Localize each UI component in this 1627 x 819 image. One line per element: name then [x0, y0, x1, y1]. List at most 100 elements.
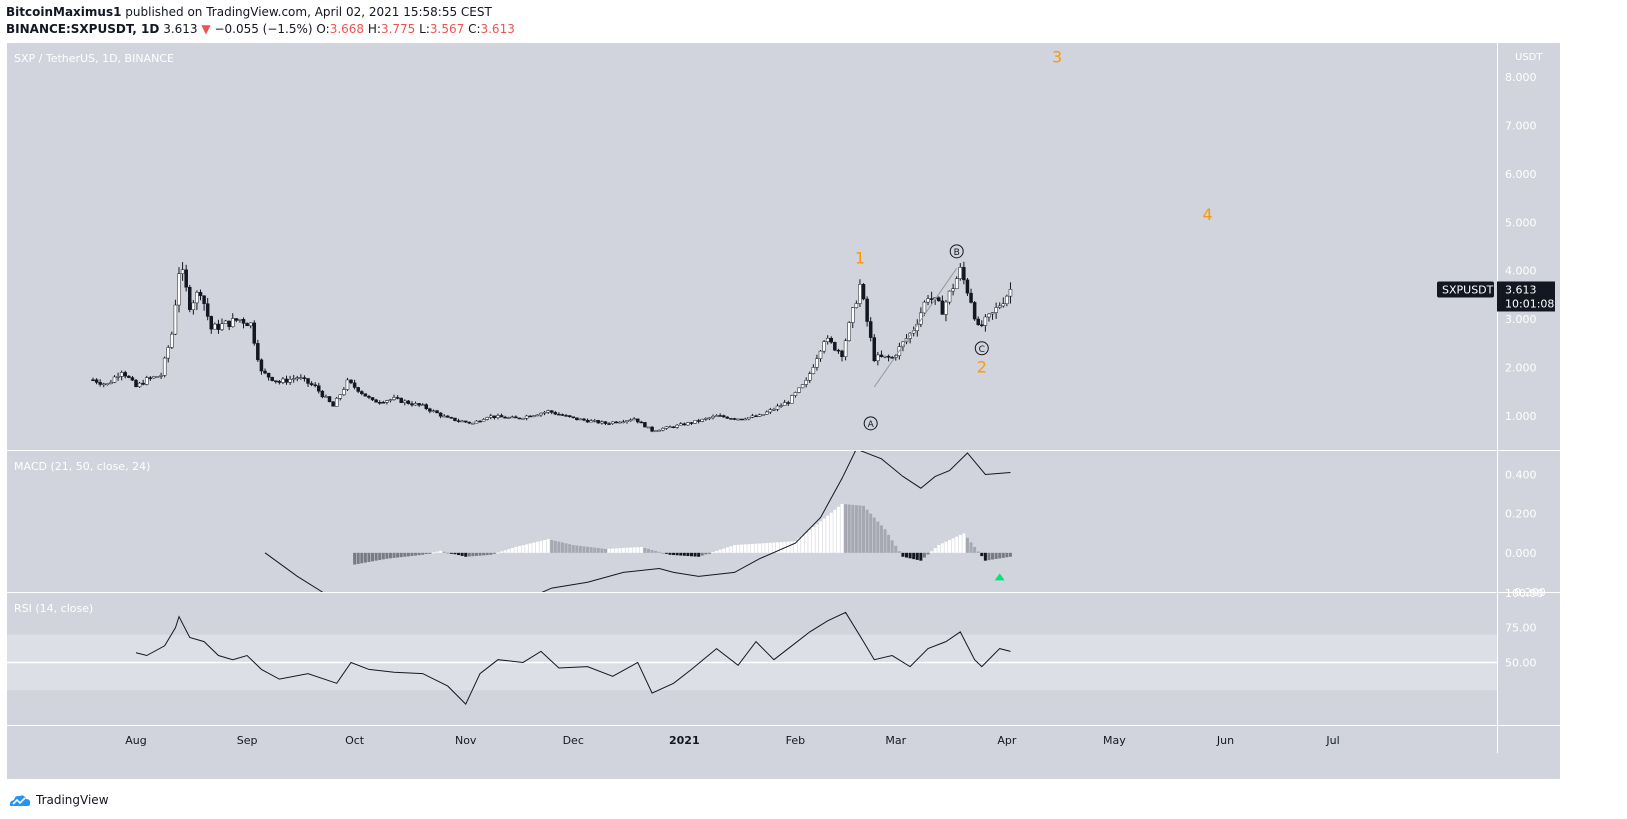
macd-hist-bar: [600, 548, 604, 553]
macd-hist-bar: [510, 548, 514, 553]
candle-body: [248, 322, 253, 327]
candle-body: [413, 403, 418, 406]
candle-body: [940, 300, 945, 315]
candle-body: [166, 347, 171, 359]
macd-hist-bar: [965, 537, 969, 553]
candle-body: [592, 420, 597, 422]
candle-body: [334, 398, 339, 407]
candle-body: [718, 415, 722, 417]
macd-hist-bar: [707, 552, 711, 554]
wave-circle-a: [863, 416, 878, 431]
candle-body: [299, 377, 303, 379]
candle-body: [377, 402, 382, 404]
candle-body: [782, 402, 787, 406]
candle-body: [474, 420, 479, 424]
candle-body: [929, 298, 934, 300]
x-tick-label: 2021: [669, 734, 700, 747]
candle-body: [564, 415, 568, 417]
macd-hist-bar: [564, 543, 568, 553]
macd-hist-bar: [532, 542, 536, 553]
candle-body: [202, 295, 206, 304]
macd-hist-bar: [686, 552, 690, 557]
macd-hist-bar: [858, 505, 862, 553]
y-tick-label: 6.000: [1505, 168, 1537, 181]
candle-body: [711, 416, 715, 419]
macd-hist-bar: [431, 552, 435, 554]
macd-hist-bar: [772, 542, 776, 553]
candle-body: [582, 418, 586, 421]
candle-body: [657, 429, 661, 432]
macd-hist-bar: [424, 552, 428, 555]
candle-body: [141, 382, 145, 385]
candle-body: [535, 414, 540, 417]
macd-hist-bar: [385, 552, 389, 559]
candle-body: [220, 323, 224, 330]
candle-body: [635, 418, 640, 423]
candle-body: [428, 408, 432, 412]
wave-circle-c: [974, 341, 989, 356]
macd-hist-bar: [611, 548, 615, 553]
macd-hist-bar: [879, 525, 883, 553]
candle-body: [965, 279, 970, 294]
candle-body: [188, 287, 192, 310]
macd-hist-bar: [750, 543, 754, 553]
candle-body: [686, 422, 690, 426]
candle-body: [983, 316, 988, 326]
candle-body: [567, 415, 572, 418]
footer-brand[interactable]: TradingView: [8, 793, 109, 807]
price-panel: [7, 43, 1497, 450]
y-unit-label: USDT: [1515, 52, 1543, 63]
candle-body: [152, 376, 156, 379]
wave-circle-b: [949, 244, 964, 259]
candle-body: [252, 322, 257, 344]
candle-body: [195, 292, 199, 304]
candle-body: [388, 399, 393, 401]
candle-body: [990, 312, 995, 315]
candle-body: [467, 421, 472, 424]
macd-hist-bar: [933, 548, 937, 553]
candle-body: [765, 411, 769, 415]
macd-hist-bar: [471, 552, 475, 557]
macd-hist-bar: [776, 542, 780, 553]
candle-body: [489, 415, 493, 418]
macd-hist-bar: [636, 547, 640, 553]
candle-body: [134, 379, 138, 388]
candle-body: [155, 376, 160, 378]
candle-body: [872, 337, 877, 362]
macd-histogram: [353, 503, 1012, 565]
macd-hist-bar: [890, 540, 894, 553]
macd-hist-bar: [976, 551, 980, 553]
macd-hist-bar: [428, 552, 432, 554]
author-name[interactable]: BitcoinMaximus1: [6, 5, 122, 19]
wave-label-3: 3: [1052, 48, 1062, 67]
candle-body: [392, 397, 396, 400]
candle-body: [342, 389, 346, 396]
macd-hist-bar: [682, 552, 686, 556]
macd-hist-bar: [854, 505, 858, 553]
candle-body: [302, 377, 307, 379]
macd-hist-bar: [550, 539, 554, 553]
candle-body: [148, 377, 153, 379]
macd-hist-bar: [657, 551, 661, 553]
macd-hist-bar: [955, 536, 959, 553]
macd-hist-bar: [844, 504, 848, 553]
down-arrow-icon: ▼: [201, 22, 211, 36]
candle-body: [618, 421, 622, 424]
candle-body: [170, 333, 174, 348]
candle-body: [256, 343, 260, 361]
macd-hist-bar: [661, 552, 665, 554]
macd-hist-bar: [725, 547, 729, 553]
macd-hist-bar: [546, 539, 550, 553]
candle-body: [754, 415, 758, 418]
macd-hist-bar: [467, 552, 471, 557]
macd-hist-bar: [517, 546, 521, 553]
candle-body: [560, 414, 565, 416]
macd-hist-bar: [406, 552, 410, 557]
candle-body: [575, 417, 579, 420]
candle-body: [836, 349, 841, 352]
wave-label-c: C: [979, 345, 985, 355]
price-chart[interactable]: SXP / TetherUS, 1D, BINANCE USDT 8.000 7.00…: [0, 0, 1627, 785]
macd-hist-bar: [535, 541, 539, 553]
macd-hist-bar: [568, 544, 572, 553]
candle-body: [438, 412, 443, 417]
